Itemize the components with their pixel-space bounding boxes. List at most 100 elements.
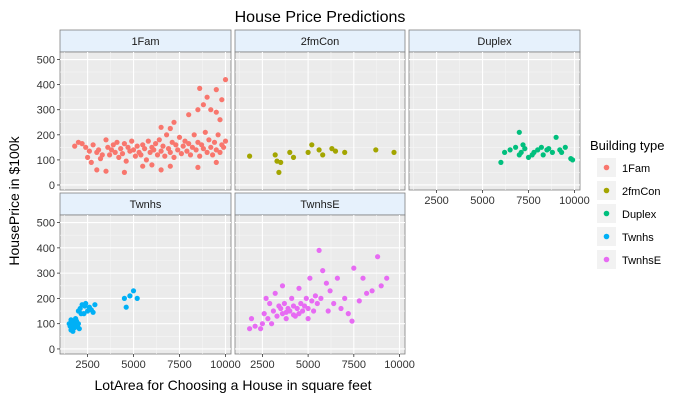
- data-point: [79, 141, 85, 147]
- legend-item-duplex: Duplex: [597, 204, 657, 223]
- data-point: [296, 285, 302, 291]
- data-point: [290, 312, 297, 318]
- data-point: [290, 154, 297, 160]
- data-point: [86, 148, 92, 154]
- data-point: [145, 138, 151, 144]
- data-point: [314, 300, 320, 307]
- data-point: [289, 295, 295, 301]
- data-point: [167, 149, 173, 155]
- data-point: [331, 300, 337, 307]
- data-point: [99, 152, 105, 158]
- data-point: [247, 153, 253, 159]
- panel-background: [408, 51, 581, 191]
- data-point: [204, 94, 210, 100]
- legend-title: Building type: [590, 138, 664, 153]
- data-point: [107, 152, 113, 158]
- data-point: [171, 119, 177, 125]
- data-point: [103, 137, 109, 143]
- y-tick-label: 0: [49, 344, 55, 356]
- data-point: [305, 305, 311, 312]
- data-point: [116, 154, 122, 160]
- data-point: [208, 144, 214, 150]
- data-point: [213, 147, 219, 153]
- legend-marker: [603, 187, 610, 194]
- data-point: [200, 102, 206, 108]
- data-point: [549, 149, 556, 155]
- facet-duplex: Duplex 2500 5000 7500 10000: [408, 29, 590, 207]
- data-point: [327, 288, 333, 294]
- data-point: [206, 137, 212, 143]
- data-point: [121, 295, 127, 301]
- data-point: [94, 167, 100, 173]
- data-point: [259, 321, 265, 327]
- panel-background: [59, 214, 232, 355]
- data-point: [195, 139, 201, 145]
- data-point: [197, 85, 203, 91]
- data-point: [342, 149, 348, 155]
- data-point: [164, 132, 170, 138]
- data-point: [191, 132, 197, 138]
- data-point: [208, 107, 214, 113]
- data-point: [108, 147, 115, 153]
- data-point: [364, 290, 370, 296]
- data-point: [186, 141, 192, 147]
- data-point: [305, 149, 311, 155]
- data-point: [375, 254, 381, 260]
- data-point: [215, 132, 221, 138]
- legend-label: Duplex: [622, 209, 657, 221]
- y-tick-label: 400: [37, 243, 55, 255]
- data-point: [258, 326, 264, 332]
- data-point: [123, 158, 129, 164]
- data-point: [140, 163, 146, 169]
- data-point: [158, 148, 164, 154]
- data-point: [267, 300, 273, 307]
- data-point: [538, 144, 545, 150]
- data-point: [373, 147, 379, 153]
- y-tick-label: 500: [37, 55, 55, 67]
- data-point: [309, 298, 315, 304]
- x-tick-label: 10000: [559, 195, 590, 207]
- data-point: [278, 305, 284, 312]
- data-point: [312, 293, 318, 299]
- legend-marker: [603, 164, 610, 171]
- data-point: [217, 149, 223, 155]
- data-point: [522, 146, 528, 152]
- data-point: [546, 146, 552, 152]
- x-tick-label: 7500: [167, 359, 191, 371]
- data-point: [195, 107, 201, 113]
- data-point: [129, 138, 135, 144]
- legend-label: 2fmCon: [622, 186, 661, 198]
- x-axis-title: LotArea for Choosing a House in square f…: [94, 377, 371, 393]
- x-tick-label: 2500: [75, 359, 99, 371]
- data-point: [118, 146, 124, 152]
- data-point: [178, 151, 184, 157]
- x-tick-label: 5000: [121, 359, 145, 371]
- data-point: [303, 295, 309, 301]
- facet-strip-label: Twnhs: [130, 199, 162, 211]
- data-point: [193, 147, 199, 153]
- y-tick-label: 400: [37, 80, 55, 92]
- data-point: [349, 318, 355, 324]
- y-axis-title: HousePrice in $100k: [6, 135, 22, 265]
- data-point: [311, 308, 317, 314]
- data-point: [222, 138, 229, 144]
- data-point: [121, 141, 127, 147]
- data-point: [516, 129, 522, 135]
- legend-item-2fmcon: 2fmCon: [597, 181, 661, 200]
- data-point: [160, 143, 166, 149]
- data-point: [76, 326, 82, 332]
- legend-label: 1Fam: [622, 163, 650, 175]
- data-point: [197, 153, 203, 159]
- facet-twnhs: Twnhs 0 100 200 300 400 500 2500 5000 7500 10000: [37, 192, 241, 371]
- data-point: [525, 154, 532, 160]
- y-tick-label: 0: [49, 180, 55, 192]
- data-point: [279, 283, 286, 289]
- data-point: [176, 134, 183, 140]
- data-point: [261, 311, 267, 317]
- data-point: [182, 138, 188, 144]
- data-point: [162, 153, 168, 159]
- legend-label: Twnhs: [622, 232, 654, 244]
- data-point: [498, 159, 504, 165]
- data-point: [151, 147, 157, 153]
